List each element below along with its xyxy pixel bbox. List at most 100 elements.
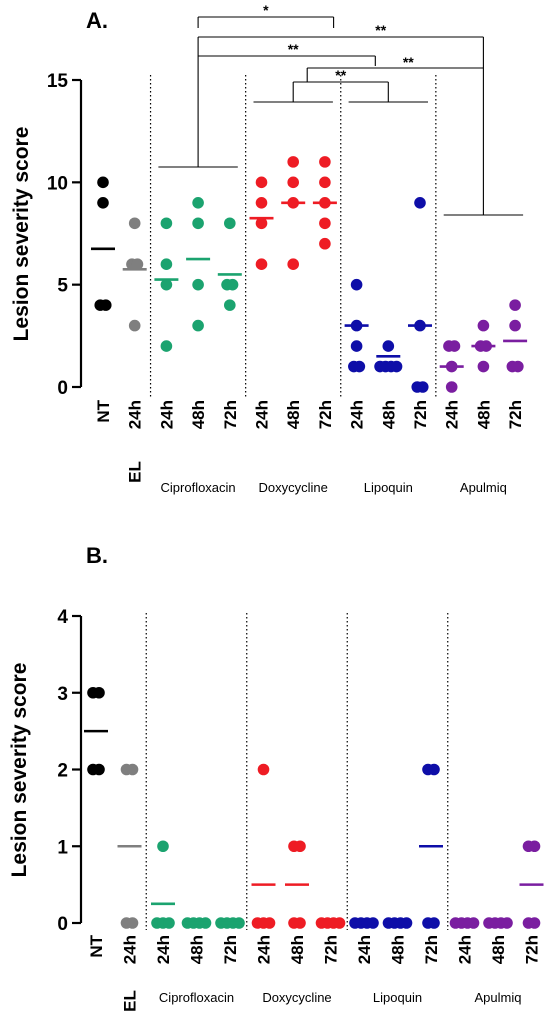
x-tick-label: 24h — [443, 400, 462, 429]
data-point — [287, 258, 300, 271]
x-tick-label: 24h — [355, 935, 374, 964]
data-point — [255, 176, 268, 189]
significance-label: ** — [375, 22, 386, 38]
x-tick-label: 48h — [288, 935, 307, 964]
x-tick-label: 72h — [322, 935, 341, 964]
x-tick-label: 24h — [154, 935, 173, 964]
data-point — [287, 156, 300, 168]
x-tick-label: 48h — [489, 935, 508, 964]
data-point — [382, 340, 395, 352]
group-label: Apulmiq — [460, 480, 507, 495]
data-point — [192, 197, 204, 209]
x-tick-label: 24h — [255, 935, 274, 964]
data-point — [319, 176, 331, 189]
data-point — [160, 217, 173, 230]
y-tick-label: 10 — [47, 173, 68, 194]
panel-a: A. 0 5 10 15 Lesion severity score NT 24h 24h 48h… — [10, 2, 528, 495]
x-tick-label: 72h — [422, 935, 441, 964]
data-point — [128, 217, 141, 230]
data-point — [93, 763, 105, 776]
group-label: Doxycycline — [259, 480, 328, 495]
panel-label: B. — [86, 543, 108, 568]
data-point — [287, 176, 300, 189]
data-point — [294, 917, 306, 929]
data-point — [509, 299, 521, 311]
data-point — [416, 381, 429, 393]
data-point — [160, 258, 173, 271]
significance-label: ** — [288, 41, 299, 57]
data-point — [512, 360, 524, 373]
data-point — [319, 237, 331, 250]
data-point — [509, 319, 521, 332]
data-point — [257, 763, 270, 776]
x-tick-label: 24h — [348, 400, 367, 429]
group-label-el: EL — [121, 990, 140, 1012]
x-tick-label: 72h — [506, 400, 525, 429]
x-tick-label: 48h — [188, 935, 207, 964]
data-point — [93, 686, 105, 699]
significance-label: ** — [335, 67, 346, 83]
y-tick-label: 2 — [57, 761, 68, 782]
data-point — [224, 299, 236, 311]
data-point — [477, 360, 490, 373]
data-point — [255, 197, 268, 209]
group-label: Lipoquin — [373, 990, 422, 1005]
x-tick-label: NT — [94, 399, 113, 422]
x-tick-label: 72h — [411, 400, 430, 429]
group-label: Apulmiq — [475, 990, 522, 1005]
x-tick-label: 24h — [126, 400, 145, 429]
data-point — [192, 217, 204, 230]
y-tick-label: 3 — [57, 684, 68, 705]
x-tick-label: 48h — [284, 400, 303, 429]
data-point — [157, 840, 169, 853]
data-point — [126, 763, 139, 776]
x-tick-label: 72h — [221, 400, 240, 429]
x-tick-label: 72h — [316, 400, 335, 429]
data-point — [160, 340, 173, 352]
group-label: Ciprofloxacin — [161, 480, 236, 495]
group-label: Doxycycline — [262, 990, 331, 1005]
panel-b: B. 0 1 2 3 4 Lesion severity score NT 24h 24h 48h 7… — [8, 543, 544, 1012]
data-point — [126, 917, 139, 929]
x-tick-label: 72h — [523, 935, 542, 964]
y-tick-label: 0 — [57, 378, 68, 399]
data-point — [263, 917, 276, 929]
data-point — [319, 217, 331, 230]
group-label-el: EL — [126, 461, 145, 483]
y-tick-label: 5 — [57, 276, 68, 297]
group-label: Lipoquin — [364, 480, 413, 495]
data-point — [390, 360, 403, 373]
data-point — [192, 319, 204, 332]
x-tick-label: 72h — [221, 935, 240, 964]
data-point — [428, 763, 440, 776]
data-point — [319, 156, 331, 168]
y-axis-label: Lesion severity score — [8, 663, 31, 878]
x-tick-label: 48h — [189, 400, 208, 429]
data-point — [226, 278, 239, 291]
y-tick-label: 1 — [57, 837, 68, 858]
data-point — [445, 381, 458, 393]
x-tick-label: 48h — [379, 400, 398, 429]
x-tick-label: NT — [87, 934, 106, 957]
data-point — [99, 299, 112, 311]
y-tick-label: 15 — [47, 71, 69, 92]
data-point — [131, 258, 144, 271]
x-tick-label: 48h — [389, 935, 408, 964]
data-point — [528, 917, 541, 929]
data-point — [97, 176, 109, 189]
data-point — [350, 278, 363, 291]
data-point — [128, 319, 141, 332]
data-point — [224, 217, 236, 230]
y-axis-label: Lesion severity score — [10, 127, 33, 342]
data-point — [163, 917, 175, 929]
data-point — [528, 840, 541, 853]
panel-label: A. — [86, 8, 108, 33]
data-point — [294, 840, 306, 853]
data-point — [97, 197, 109, 209]
data-point — [477, 319, 490, 332]
x-tick-label: 48h — [474, 400, 493, 429]
data-point — [160, 278, 173, 291]
x-tick-label: 24h — [157, 400, 176, 429]
